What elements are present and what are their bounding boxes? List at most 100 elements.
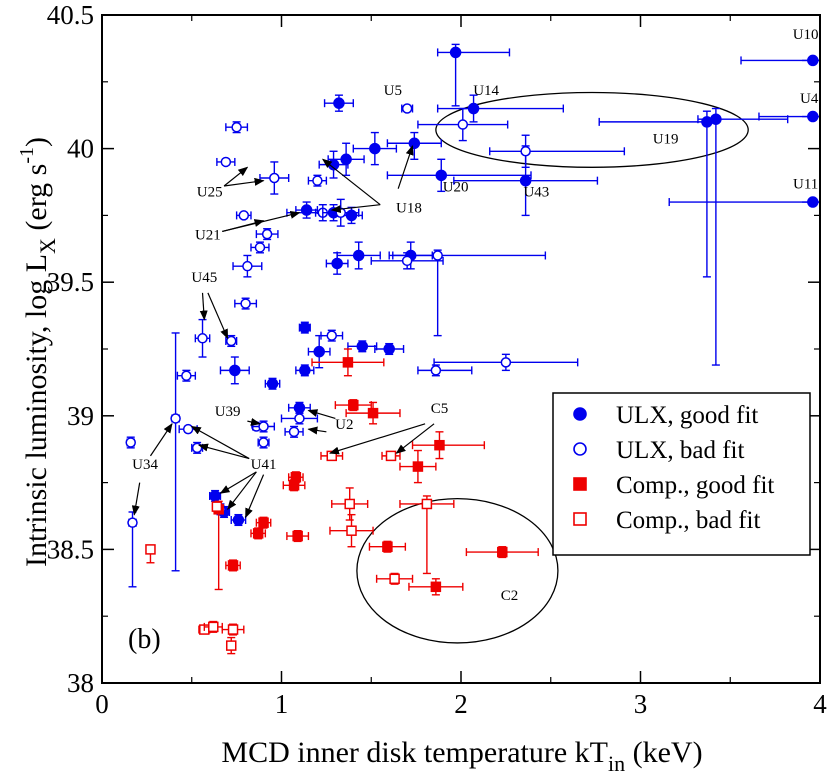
- y-axis-label: Intrinsic luminosity, log LX (erg s-1): [16, 137, 60, 567]
- comp_bad-point-2: [381, 450, 401, 462]
- ulx_bad-point-17: [194, 318, 211, 358]
- legend-marker: [573, 512, 587, 526]
- marker-circle: [258, 437, 269, 448]
- comp_bad-point-4: [399, 495, 455, 575]
- annotation-label: U4: [800, 91, 819, 107]
- annotation-arrow: [207, 292, 229, 340]
- annotation-label: U43: [523, 185, 549, 201]
- comp_good-point-1: [311, 348, 385, 377]
- marker-square: [385, 450, 397, 462]
- ulx_good-point-7: [598, 110, 713, 278]
- comp_good-point-5: [399, 449, 437, 484]
- marker-circle: [232, 514, 245, 526]
- series-ulx_bad: [125, 103, 626, 588]
- annotation-arrow: [397, 144, 414, 189]
- marker-square: [389, 573, 400, 585]
- comp_good-point-13: [368, 540, 407, 553]
- marker-circle: [312, 175, 323, 186]
- comp_bad-point-11: [221, 623, 245, 636]
- ulx_bad-point-26: [280, 412, 319, 425]
- comp_bad-point-5: [329, 513, 374, 548]
- annotation-arrow: [223, 177, 265, 187]
- x-tick-label: 4: [813, 689, 827, 719]
- annotation-u10: U10: [793, 27, 819, 43]
- annotation-label: C5: [431, 401, 449, 417]
- y-tick-label: 40.5: [47, 0, 94, 30]
- annotation-u19: U19: [653, 131, 679, 147]
- ulx_good-point-13: [386, 158, 532, 193]
- x-tick-label: 0: [95, 689, 109, 719]
- marker-circle: [299, 364, 311, 377]
- marker-square: [421, 498, 433, 510]
- marker-circle: [254, 242, 266, 253]
- annotation-arrow: [307, 409, 336, 420]
- marker-circle: [331, 257, 343, 270]
- marker-square: [227, 624, 239, 635]
- marker-circle: [238, 210, 250, 221]
- annotation-arrow: [199, 292, 208, 321]
- ulx_bad-point-10: [322, 198, 360, 227]
- annotation-label: U41: [251, 457, 277, 473]
- axes: 0 1 2 3 4 38 38.5 39 39.5 40 40.5: [47, 0, 828, 719]
- marker-circle: [294, 413, 305, 424]
- annotation-arrow: [307, 426, 327, 435]
- ulx_good-point-26: [219, 356, 250, 385]
- annotation-c2: C2: [501, 588, 519, 604]
- annotation-u14: U14: [473, 83, 499, 99]
- marker-square: [252, 528, 264, 539]
- marker-circle: [383, 343, 395, 355]
- ulx_good-point-1: [436, 43, 511, 107]
- plot-marks: U10 U4 U11 U14 U5 U19 U20 U43 U18 U25 U21 U45 U39 U2 C…: [125, 27, 821, 655]
- marker-circle: [519, 174, 532, 187]
- marker-circle: [710, 113, 722, 125]
- ulx_bad-point-23: [170, 332, 181, 572]
- annotation-arrow: [247, 418, 261, 426]
- ulx_good-point-9: [352, 131, 398, 166]
- comp_good-point-10: [286, 529, 310, 543]
- marker-circle: [258, 421, 269, 432]
- comp_bad-point-6: [145, 544, 156, 564]
- annotation-arrow: [222, 210, 301, 233]
- ulx_bad-point-21: [417, 364, 473, 377]
- comp_bad-point-8: [211, 501, 223, 512]
- legend-label: ULX, good fit: [616, 402, 758, 429]
- marker-circle: [266, 377, 279, 390]
- marker-circle: [220, 156, 232, 168]
- annotation-u34: U34: [131, 422, 173, 516]
- marker-circle: [401, 103, 413, 114]
- marker-circle: [326, 330, 338, 341]
- annotation-label: U10: [793, 27, 819, 43]
- marker-circle: [269, 172, 280, 184]
- comp_bad-point-7: [375, 572, 414, 585]
- comp_good-point-11: [213, 500, 224, 591]
- x-tick-label: 3: [634, 689, 648, 719]
- marker-circle: [432, 250, 443, 261]
- x-axis-label: MCD inner disk temperature kTin (keV): [221, 736, 702, 776]
- ulx_good-point-22: [347, 340, 378, 353]
- marker-circle: [352, 249, 365, 262]
- ulx_good-point-23: [374, 342, 405, 356]
- marker-circle: [356, 340, 369, 353]
- legend-entry-comp_good: Comp., good fit: [573, 472, 774, 499]
- annotation-label: U34: [132, 457, 158, 473]
- ulx_bad-point-14: [370, 252, 444, 270]
- marker-circle: [520, 146, 531, 157]
- legend-label: ULX, bad fit: [616, 437, 744, 464]
- annotation-label: U11: [793, 177, 818, 193]
- ulx_bad-point-22: [433, 353, 579, 372]
- ulx_bad-point-27: [284, 425, 304, 438]
- annotation-label: U20: [443, 179, 469, 195]
- ulx_bad-point-32: [127, 511, 138, 588]
- ulx_bad-point-6: [259, 161, 290, 195]
- annotation-arrow: [219, 471, 257, 494]
- ulx_bad-point-29: [257, 436, 270, 449]
- x-axis-label-subscript: in: [608, 751, 625, 776]
- marker-circle: [300, 204, 313, 216]
- marker-square: [145, 544, 156, 555]
- marker-square: [227, 560, 239, 571]
- comp_bad-point-12: [225, 636, 237, 655]
- annotation-arrow: [223, 166, 249, 187]
- annotation-u4: U4: [800, 91, 819, 107]
- marker-square: [208, 621, 219, 633]
- legend-entry-ulx_bad: ULX, bad fit: [573, 437, 744, 464]
